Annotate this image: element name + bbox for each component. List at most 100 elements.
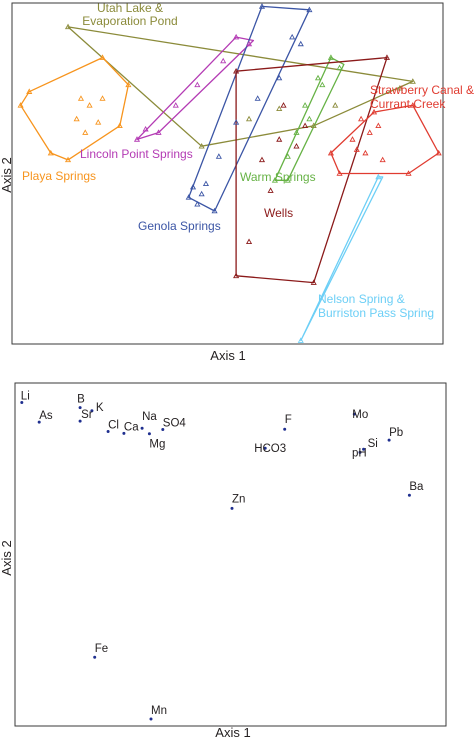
label-utah-lake-evaporation-pond: Utah Lake & (97, 1, 163, 15)
label-playa-springs: Playa Springs (22, 169, 96, 183)
var-label-hco3: HCO3 (254, 443, 286, 455)
point-wells (233, 272, 240, 279)
point-strawberry-canal-currant-creek (366, 129, 373, 135)
point-playa-springs (125, 81, 132, 88)
var-point-na (140, 426, 144, 430)
var-point-mn (149, 717, 153, 721)
var-point-b (78, 406, 82, 410)
point-strawberry-canal-currant-creek (336, 170, 343, 176)
point-genola-springs (276, 74, 283, 81)
var-point-cl (106, 430, 110, 433)
y-axis-label-variables: Axis 2 (0, 540, 14, 575)
var-label-f: F (285, 414, 292, 426)
point-warm-springs (314, 74, 322, 81)
point-strawberry-canal-currant-creek (362, 149, 369, 156)
var-point-mo (352, 412, 356, 416)
point-playa-springs (73, 115, 80, 122)
var-point-as (37, 420, 41, 424)
point-playa-springs (26, 88, 33, 94)
var-label-pb: Pb (389, 427, 403, 439)
var-label-mn: Mn (151, 705, 167, 717)
point-wells (383, 54, 391, 60)
point-genola-springs (258, 3, 266, 9)
point-genola-springs (194, 200, 201, 207)
point-wells (280, 102, 287, 108)
var-label-fe: Fe (95, 643, 108, 655)
var-label-so4: SO4 (163, 418, 187, 430)
point-wells (276, 136, 283, 142)
point-genola-springs (233, 119, 240, 125)
point-playa-springs (82, 129, 89, 135)
var-point-sr (78, 419, 82, 423)
point-nelson-spring-burriston-pass-spring (297, 337, 304, 343)
var-label-li: Li (21, 391, 30, 403)
point-wells (302, 122, 309, 129)
var-point-so4 (161, 428, 165, 431)
point-utah-lake-evaporation-pond (276, 105, 283, 112)
var-point-ba (407, 493, 411, 497)
var-point-pb (387, 438, 391, 442)
point-playa-springs (99, 54, 106, 60)
point-wells (267, 187, 274, 193)
point-genola-springs (189, 183, 197, 190)
var-label-ca: Ca (124, 421, 139, 433)
label-nelson-spring-burriston-pass-spring: Burriston Pass Spring (318, 306, 434, 320)
point-nelson-spring-burriston-pass-spring (375, 173, 382, 180)
point-lincoln-point-springs (233, 33, 240, 40)
x-axis-label-variables: Axis 1 (215, 725, 250, 739)
point-genola-springs (202, 180, 210, 187)
point-lincoln-point-springs (142, 125, 149, 132)
point-utah-lake-evaporation-pond (310, 122, 317, 129)
point-wells (258, 156, 266, 163)
hull-lincoln-point-springs (136, 36, 255, 141)
label-strawberry-canal-currant-creek: Strawberry Canal & (370, 83, 474, 97)
var-label-as: As (39, 410, 53, 422)
point-utah-lake-evaporation-pond (332, 102, 339, 108)
var-label-mg: Mg (149, 439, 165, 451)
group-hulls (19, 5, 440, 342)
point-strawberry-canal-currant-creek (435, 149, 442, 156)
point-warm-springs (306, 115, 313, 122)
label-utah-lake-evaporation-pond: Evaporation Pond (82, 14, 177, 28)
point-genola-springs (198, 190, 205, 197)
point-playa-springs (95, 119, 102, 125)
point-strawberry-canal-currant-creek (349, 136, 356, 142)
point-utah-lake-evaporation-pond (198, 142, 205, 149)
var-label-b: B (77, 394, 85, 406)
var-point-f (283, 427, 287, 431)
point-genola-springs (254, 95, 261, 101)
var-label-k: K (96, 402, 104, 414)
point-genola-springs (289, 33, 296, 40)
point-genola-springs (215, 153, 222, 159)
hull-genola-springs (188, 5, 311, 212)
point-lincoln-point-springs (194, 81, 201, 88)
point-wells (310, 279, 317, 285)
point-warm-springs (336, 64, 343, 71)
point-wells (293, 142, 300, 149)
group-points (17, 3, 442, 343)
var-point-si (362, 447, 366, 451)
point-strawberry-canal-currant-creek (370, 108, 378, 115)
point-lincoln-point-springs (155, 129, 162, 135)
point-utah-lake-evaporation-pond (245, 115, 253, 122)
var-point-k (90, 409, 94, 413)
point-strawberry-canal-currant-creek (353, 146, 360, 152)
point-playa-springs (64, 156, 72, 163)
label-nelson-spring-burriston-pass-spring: Nelson Spring & (318, 292, 405, 306)
point-playa-springs (86, 102, 93, 108)
var-point-hco3 (263, 446, 267, 450)
var-point-ph (358, 450, 362, 454)
point-utah-lake-evaporation-pond (409, 78, 416, 84)
point-strawberry-canal-currant-creek (405, 170, 412, 176)
point-genola-springs (185, 194, 192, 200)
point-strawberry-canal-currant-creek (358, 115, 365, 122)
point-wells (245, 238, 253, 244)
point-warm-springs (271, 177, 278, 183)
point-lincoln-point-springs (133, 136, 141, 142)
label-warm-springs: Warm Springs (240, 170, 316, 184)
var-label-ba: Ba (409, 481, 424, 493)
point-strawberry-canal-currant-creek (375, 122, 382, 129)
